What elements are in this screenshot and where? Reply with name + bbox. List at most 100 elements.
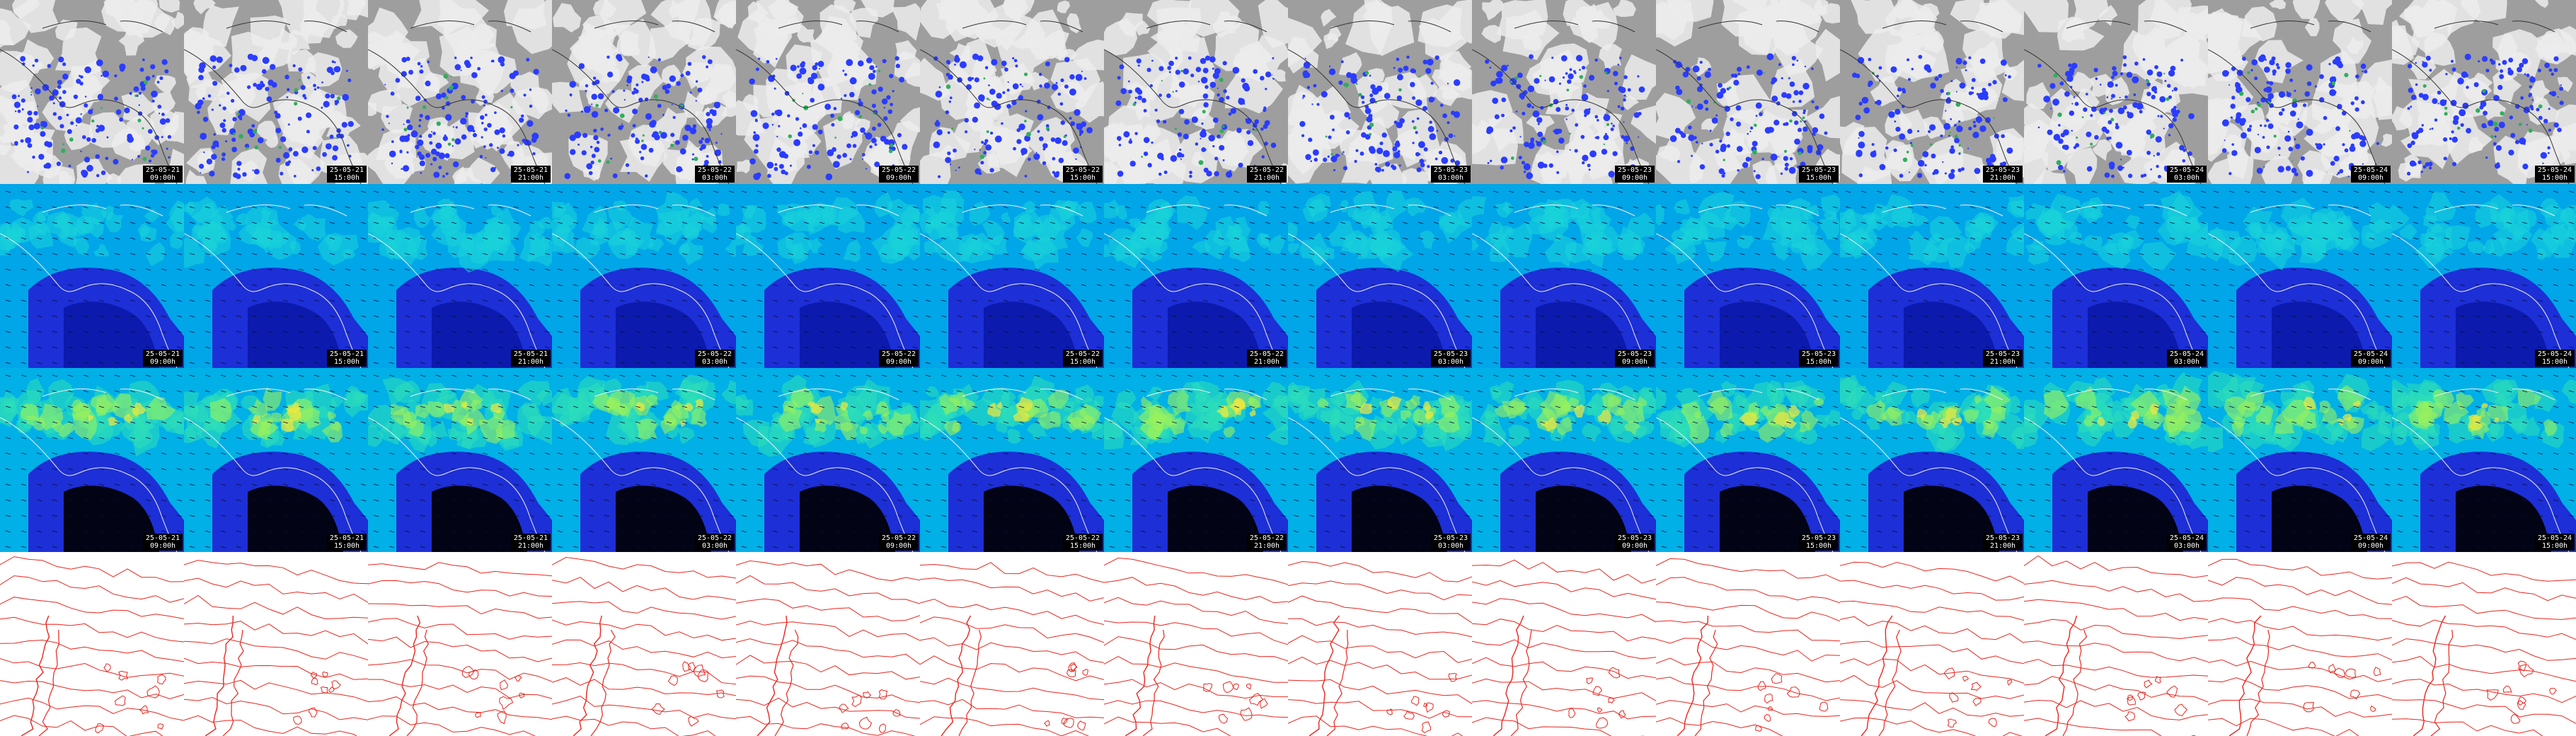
map-tile-contours-0[interactable] [0,552,184,736]
timestamp-date: 25-05-24 [2537,350,2572,358]
map-tile-satellite-precip-10[interactable]: 25-05-23 21:00h [1840,0,2024,184]
map-tile-satellite-precip-7[interactable]: 25-05-23 03:00h [1288,0,1472,184]
timestamp-label: 25-05-22 03:00h [695,350,735,367]
map-tile-wind-speed-low-9[interactable]: 25-05-23 15:00h [1656,184,1840,368]
timestamp-time: 15:00h [333,358,360,366]
map-tile-wind-speed-high-0[interactable]: 25-05-21 09:00h [0,368,184,552]
map-image [184,368,368,552]
map-tile-wind-speed-high-7[interactable]: 25-05-23 03:00h [1288,368,1472,552]
map-tile-contours-2[interactable] [368,552,552,736]
map-tile-contours-8[interactable] [1472,552,1656,736]
map-tile-satellite-precip-5[interactable]: 25-05-22 15:00h [920,0,1104,184]
map-tile-satellite-precip-1[interactable]: 25-05-21 15:00h [184,0,368,184]
map-tile-wind-speed-low-7[interactable]: 25-05-23 03:00h [1288,184,1472,368]
map-image [920,552,1104,736]
map-tile-wind-speed-high-5[interactable]: 25-05-22 15:00h [920,368,1104,552]
timestamp-label: 25-05-24 15:00h [2535,534,2575,551]
map-tile-contours-12[interactable] [2208,552,2392,736]
map-tile-contours-6[interactable] [1104,552,1288,736]
map-tile-satellite-precip-11[interactable]: 25-05-24 03:00h [2024,0,2208,184]
map-image [2392,0,2576,184]
timestamp-label: 25-05-24 03:00h [2167,534,2207,551]
map-image [552,0,736,184]
timestamp-date: 25-05-22 [697,166,732,174]
map-tile-wind-speed-low-8[interactable]: 25-05-23 09:00h [1472,184,1656,368]
map-tile-wind-speed-low-11[interactable]: 25-05-24 03:00h [2024,184,2208,368]
map-tile-satellite-precip-2[interactable]: 25-05-21 21:00h [368,0,552,184]
map-image [2024,552,2208,736]
map-image [1656,368,1840,552]
map-tile-satellite-precip-3[interactable]: 25-05-22 03:00h [552,0,736,184]
map-image [1840,184,2024,368]
map-tile-wind-speed-low-13[interactable]: 25-05-24 15:00h [2392,184,2576,368]
timestamp-time: 09:00h [1621,542,1648,550]
timestamp-time: 09:00h [2357,174,2384,182]
map-tile-wind-speed-low-3[interactable]: 25-05-22 03:00h [552,184,736,368]
map-tile-wind-speed-high-8[interactable]: 25-05-23 09:00h [1472,368,1656,552]
map-tile-satellite-precip-6[interactable]: 25-05-22 21:00h [1104,0,1288,184]
timestamp-label: 25-05-24 09:00h [2351,350,2391,367]
map-image [552,552,736,736]
timestamp-label: 25-05-23 09:00h [1615,350,1655,367]
map-tile-wind-speed-low-0[interactable]: 25-05-21 09:00h [0,184,184,368]
map-image [1840,0,2024,184]
map-tile-contours-13[interactable] [2392,552,2576,736]
timestamp-time: 09:00h [2357,358,2384,366]
timestamp-date: 25-05-24 [2169,350,2204,358]
map-image [2392,184,2576,368]
timestamp-time: 09:00h [149,542,176,550]
map-tile-wind-speed-low-5[interactable]: 25-05-22 15:00h [920,184,1104,368]
row-wind-speed-low: 25-05-21 09:00h 25-05-21 15:00h 25-05-21 21:0… [0,184,2576,368]
timestamp-date: 25-05-21 [145,534,180,542]
map-image [1840,552,2024,736]
map-tile-contours-10[interactable] [1840,552,2024,736]
timestamp-date: 25-05-22 [1249,534,1284,542]
map-tile-wind-speed-low-1[interactable]: 25-05-21 15:00h [184,184,368,368]
map-image [1472,0,1656,184]
timestamp-label: 25-05-23 21:00h [1983,166,2023,183]
map-image [2208,0,2392,184]
map-tile-satellite-precip-13[interactable]: 25-05-24 15:00h [2392,0,2576,184]
timestamp-time: 15:00h [1805,358,1832,366]
map-tile-contours-1[interactable] [184,552,368,736]
map-tile-wind-speed-high-11[interactable]: 25-05-24 03:00h [2024,368,2208,552]
map-tile-contours-7[interactable] [1288,552,1472,736]
map-tile-wind-speed-low-10[interactable]: 25-05-23 21:00h [1840,184,2024,368]
map-tile-wind-speed-low-6[interactable]: 25-05-22 21:00h [1104,184,1288,368]
map-tile-contours-3[interactable] [552,552,736,736]
timestamp-date: 25-05-22 [697,534,732,542]
map-tile-wind-speed-high-13[interactable]: 25-05-24 15:00h [2392,368,2576,552]
timestamp-label: 25-05-22 09:00h [879,166,919,183]
map-tile-wind-speed-high-2[interactable]: 25-05-21 21:00h [368,368,552,552]
timestamp-label: 25-05-24 09:00h [2351,166,2391,183]
timestamp-date: 25-05-24 [2353,350,2388,358]
timestamp-time: 03:00h [701,174,728,182]
timestamp-date: 25-05-22 [1249,166,1284,174]
map-tile-wind-speed-high-6[interactable]: 25-05-22 21:00h [1104,368,1288,552]
map-tile-wind-speed-low-4[interactable]: 25-05-22 09:00h [736,184,920,368]
map-tile-contours-5[interactable] [920,552,1104,736]
timestamp-label: 25-05-21 15:00h [327,534,367,551]
timestamp-time: 21:00h [1989,174,2016,182]
timestamp-date: 25-05-21 [145,350,180,358]
map-tile-wind-speed-high-10[interactable]: 25-05-23 21:00h [1840,368,2024,552]
map-tile-wind-speed-high-3[interactable]: 25-05-22 03:00h [552,368,736,552]
map-tile-wind-speed-low-2[interactable]: 25-05-21 21:00h [368,184,552,368]
map-tile-wind-speed-high-4[interactable]: 25-05-22 09:00h [736,368,920,552]
map-tile-contours-11[interactable] [2024,552,2208,736]
map-tile-satellite-precip-0[interactable]: 25-05-21 09:00h [0,0,184,184]
timestamp-label: 25-05-22 21:00h [1247,166,1287,183]
map-tile-satellite-precip-12[interactable]: 25-05-24 09:00h [2208,0,2392,184]
timestamp-label: 25-05-24 03:00h [2167,166,2207,183]
map-tile-wind-speed-high-1[interactable]: 25-05-21 15:00h [184,368,368,552]
timestamp-time: 09:00h [149,174,176,182]
timestamp-time: 15:00h [1805,542,1832,550]
map-tile-satellite-precip-8[interactable]: 25-05-23 09:00h [1472,0,1656,184]
map-tile-wind-speed-high-9[interactable]: 25-05-23 15:00h [1656,368,1840,552]
map-tile-wind-speed-high-12[interactable]: 25-05-24 09:00h [2208,368,2392,552]
map-tile-contours-9[interactable] [1656,552,1840,736]
map-tile-satellite-precip-9[interactable]: 25-05-23 15:00h [1656,0,1840,184]
map-tile-contours-4[interactable] [736,552,920,736]
map-tile-wind-speed-low-12[interactable]: 25-05-24 09:00h [2208,184,2392,368]
map-tile-satellite-precip-4[interactable]: 25-05-22 09:00h [736,0,920,184]
